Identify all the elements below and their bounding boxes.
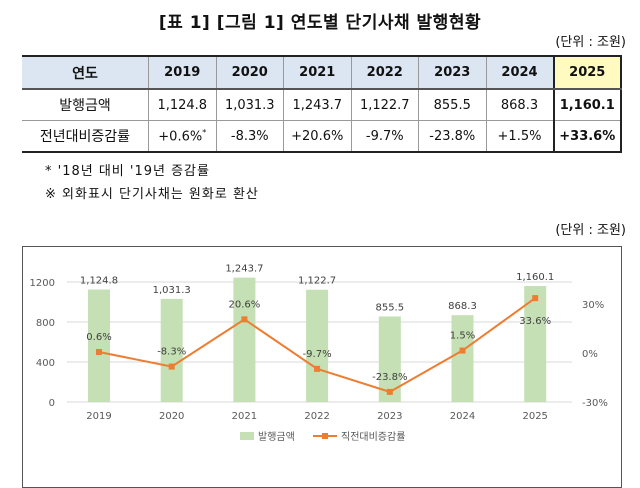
footnote: ※ 외화표시 단기사채는 원화로 환산	[45, 187, 259, 202]
x-tick-label: 2025	[522, 411, 547, 422]
bar	[233, 277, 256, 402]
issuance-table: 연도 2019 2020 2021 2022 2023 2024 2025 발행금액 1,124…	[22, 55, 622, 153]
rate-marker	[96, 349, 102, 356]
row-label: 발행금액	[22, 88, 149, 121]
table-cell: 1,122.7	[350, 88, 419, 121]
rate-value-label: 20.6%	[229, 299, 261, 310]
bar-value-label: 1,122.7	[298, 276, 336, 287]
bar-value-label: 868.3	[448, 301, 477, 312]
bar	[524, 285, 547, 402]
rate-marker	[241, 316, 248, 323]
header-year: 2022	[350, 55, 419, 90]
table-cell: +1.5%	[485, 120, 554, 153]
header-year: 2024	[485, 55, 554, 90]
header-year: 2019	[148, 55, 217, 90]
x-tick-label: 2021	[232, 411, 257, 422]
rate-value-label: -9.7%	[303, 349, 332, 360]
cell-text: -23.8%	[429, 128, 476, 144]
header-year: 2023	[418, 55, 487, 90]
cell-text: +0.6%	[158, 129, 203, 145]
rate-marker	[168, 363, 175, 370]
table-cell: +33.6%	[552, 120, 622, 153]
bar	[378, 316, 401, 402]
table-body: 발행금액 1,124.8 1,031.3 1,243.7 1,122.7 855.5 868…	[22, 88, 622, 153]
rate-marker	[459, 347, 466, 354]
cell-text: -8.3%	[230, 128, 269, 144]
table-cell: -9.7%	[350, 120, 419, 153]
table-cell: +20.6%	[283, 120, 352, 153]
chart-unit-label: (단위 : 조원)	[555, 223, 626, 238]
legend-label: 발행금액	[258, 431, 295, 443]
page-title: [표 1] [그림 1] 연도별 단기사채 발행현황	[158, 13, 482, 33]
cell-text: 1,243.7	[292, 97, 343, 113]
right-tick-label: 0%	[582, 349, 598, 360]
table-header-row: 연도 2019 2020 2021 2022 2023 2024 2025	[22, 55, 622, 90]
table-row: 전년대비증감률 +0.6%* -8.3% +20.6% -9.7% -23.8% +1.5%…	[22, 120, 622, 153]
bar-value-label: 1,124.8	[80, 276, 118, 287]
cell-text: +20.6%	[291, 128, 344, 144]
legend-bar-swatch	[240, 432, 254, 440]
bar	[88, 289, 110, 402]
header-year: 2021	[283, 55, 352, 90]
cell-text: 전년대비증감률	[39, 129, 131, 145]
cell-text: 1,122.7	[359, 97, 410, 113]
rate-marker	[532, 295, 539, 302]
bar	[451, 315, 474, 402]
right-tick-label: 30%	[582, 300, 604, 311]
cell-text: 1,160.1	[559, 97, 615, 113]
cell-text: 발행금액	[59, 98, 111, 114]
footnote: * '18년 대비 '19년 증감률	[45, 164, 210, 179]
x-tick-label: 2019	[86, 411, 111, 422]
left-tick-label: 400	[36, 358, 55, 369]
legend-label: 직전대비증감률	[341, 431, 405, 443]
table-cell: 1,124.8	[148, 88, 217, 121]
footnote-mark: *	[202, 127, 207, 137]
left-tick-label: 1200	[30, 278, 55, 289]
header-year: 2025	[552, 55, 622, 90]
cell-text: 1,124.8	[157, 97, 208, 113]
cell-text: 1,031.3	[224, 97, 275, 113]
header-label: 연도	[22, 55, 149, 90]
bar	[306, 289, 329, 402]
table-cell: 1,160.1	[552, 88, 622, 121]
rate-marker	[314, 365, 321, 372]
left-tick-label: 0	[49, 398, 55, 409]
x-tick-label: 2022	[304, 411, 329, 422]
bar-value-label: 1,031.3	[153, 285, 191, 296]
table-cell: -23.8%	[418, 120, 487, 153]
cell-text: 868.3	[500, 97, 539, 113]
legend-marker-swatch	[322, 433, 328, 439]
cell-text: -9.7%	[365, 128, 404, 144]
rate-value-label: 1.5%	[450, 331, 475, 342]
rate-value-label: -8.3%	[157, 347, 186, 358]
right-tick-label: -30%	[582, 398, 608, 409]
rate-value-label: 33.6%	[519, 316, 551, 327]
table-row: 발행금액 1,124.8 1,031.3 1,243.7 1,122.7 855.5 868…	[22, 88, 622, 121]
row-label: 전년대비증감률	[22, 120, 149, 153]
table-cell: 855.5	[418, 88, 487, 121]
rate-value-label: 0.6%	[86, 332, 111, 343]
cell-text: 855.5	[433, 97, 471, 113]
bar-value-label: 1,160.1	[516, 272, 554, 283]
x-tick-label: 2024	[450, 411, 475, 422]
rate-marker	[386, 388, 393, 395]
bar-value-label: 855.5	[375, 302, 404, 313]
cell-text: +33.6%	[559, 128, 616, 144]
unit-label: (단위 : 조원)	[555, 35, 626, 50]
combo-chart: 0 400 800 1200 -30% 0% 30% 1,124.8 2019 1,031.3 20…	[30, 264, 608, 443]
cell-text: +1.5%	[497, 128, 542, 144]
bar	[160, 298, 183, 402]
table-cell: 868.3	[485, 88, 554, 121]
left-tick-label: 800	[36, 318, 55, 329]
x-tick-label: 2023	[377, 411, 402, 422]
table-cell: +0.6%*	[148, 120, 217, 153]
bar-value-label: 1,243.7	[225, 264, 263, 275]
x-tick-label: 2020	[159, 411, 184, 422]
table-cell: -8.3%	[215, 120, 284, 153]
rate-value-label: -23.8%	[372, 372, 407, 383]
